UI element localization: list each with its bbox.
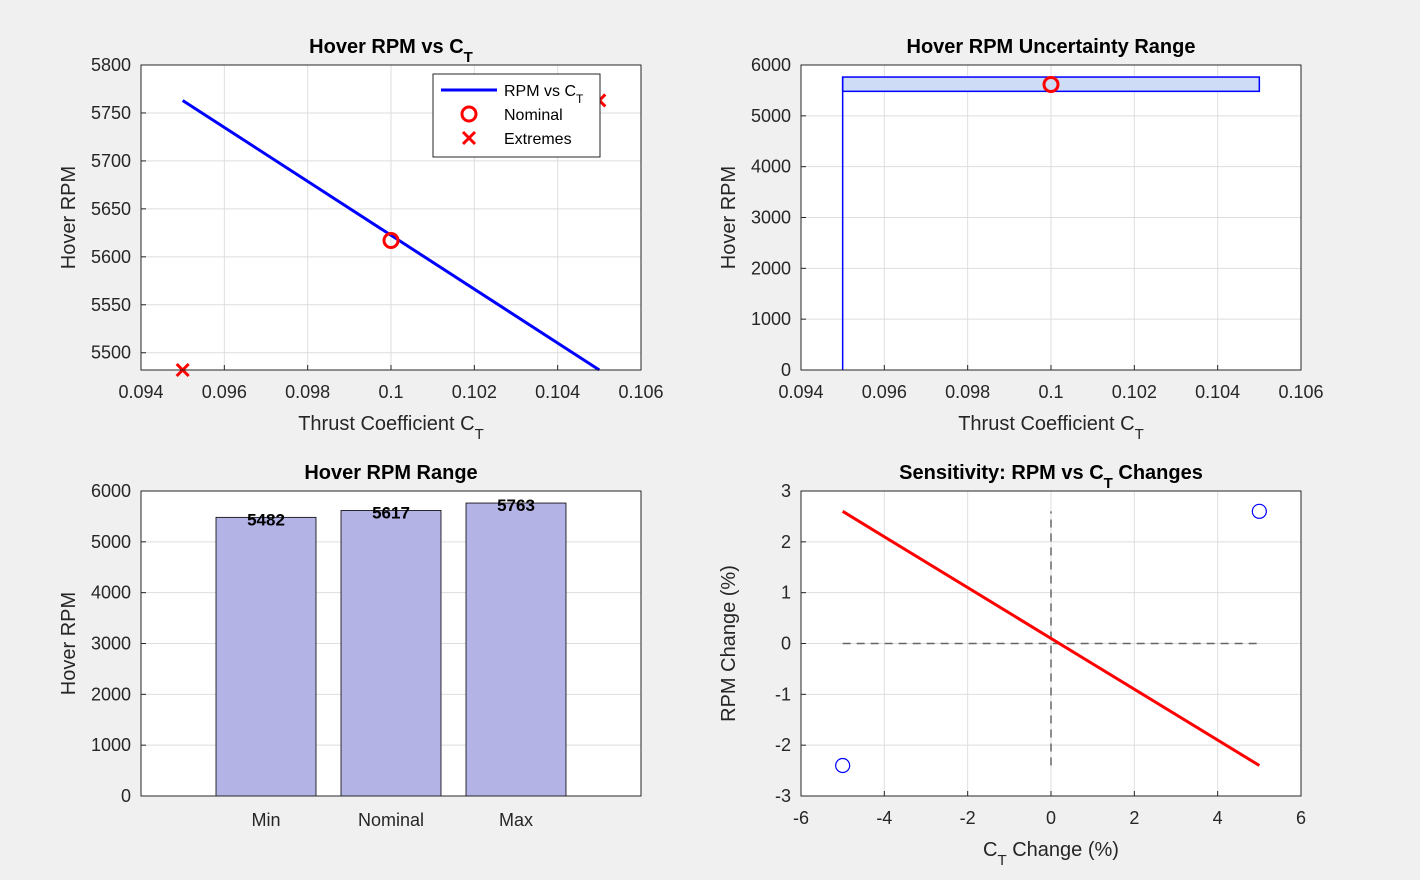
y-tick-label: 3 xyxy=(781,481,791,501)
x-tick-label: 2 xyxy=(1129,808,1139,828)
x-axis-label: Thrust Coefficient CT xyxy=(298,413,484,443)
y-tick-label: 6000 xyxy=(751,55,791,75)
y-tick-label: 5650 xyxy=(91,199,131,219)
bar xyxy=(215,516,317,797)
y-tick-label: 5600 xyxy=(91,247,131,267)
legend-circle-swatch xyxy=(460,105,478,123)
x-tick-label: 0.106 xyxy=(1278,382,1323,402)
y-tick-label: 5550 xyxy=(91,295,131,315)
bar-data-label: 5617 xyxy=(372,503,410,522)
x-tick-label: 0.098 xyxy=(945,382,990,402)
bar xyxy=(340,510,442,797)
x-tick-label: 0.102 xyxy=(452,382,497,402)
y-tick-label: -3 xyxy=(775,786,791,806)
y-axis-label: Hover RPM xyxy=(718,166,740,269)
y-tick-label: 5500 xyxy=(91,343,131,363)
y-tick-label: 5800 xyxy=(91,55,131,75)
chart-p1: 0.094 0.096 0.098 0.1 0.102 0.104 0.106 5500 555… xyxy=(58,36,664,443)
chart-title: Hover RPM vs CT xyxy=(309,36,473,66)
chart-p3: 5482 Min 5617 Nominal 5763 Max 0 1000 2000 3000 40… xyxy=(58,462,642,830)
chart-p2: 0.094 0.096 0.098 0.1 0.102 0.104 0.106 0 1000 20… xyxy=(718,36,1324,443)
series-line xyxy=(181,99,601,372)
y-tick-label: 1000 xyxy=(751,309,791,329)
legend-x-swatch xyxy=(461,130,477,146)
nominal-marker xyxy=(382,232,400,250)
bar-data-label: 5763 xyxy=(497,496,535,515)
y-tick-label: 5000 xyxy=(751,106,791,126)
x-tick-label: Nominal xyxy=(358,810,424,830)
x-axis-label: Thrust Coefficient CT xyxy=(958,413,1144,443)
x-tick-label: Min xyxy=(251,810,280,830)
point-marker xyxy=(1251,503,1267,519)
x-tick-label: 6 xyxy=(1296,808,1306,828)
bar xyxy=(465,502,567,797)
y-axis-label: Hover RPM xyxy=(58,166,80,269)
x-tick-label: 0.096 xyxy=(862,382,907,402)
y-tick-label: 1 xyxy=(781,583,791,603)
x-tick-label: 0.094 xyxy=(118,382,163,402)
y-tick-label: 4000 xyxy=(751,157,791,177)
x-tick-label: Max xyxy=(499,810,533,830)
y-tick-label: 3000 xyxy=(91,634,131,654)
y-tick-label: 5700 xyxy=(91,151,131,171)
uncertainty-band xyxy=(841,76,1261,93)
series-line xyxy=(841,510,1261,767)
y-tick-label: 6000 xyxy=(91,481,131,501)
x-tick-label: 0.1 xyxy=(1038,382,1063,402)
legend-entry: Extremes xyxy=(504,131,572,148)
x-tick-label: 0.102 xyxy=(1112,382,1157,402)
x-tick-label: 0.104 xyxy=(535,382,580,402)
y-tick-label: 3000 xyxy=(751,208,791,228)
legend-entry: RPM vs CT xyxy=(504,83,584,106)
x-tick-label: 0.096 xyxy=(202,382,247,402)
x-tick-label: 0.106 xyxy=(618,382,663,402)
x-tick-label: 0.104 xyxy=(1195,382,1240,402)
x-tick-label: 0.094 xyxy=(778,382,823,402)
x-axis-label: CT Change (%) xyxy=(983,839,1119,869)
y-axis-label: RPM Change (%) xyxy=(718,565,740,722)
y-tick-label: 0 xyxy=(781,360,791,380)
x-tick-label: -2 xyxy=(960,808,976,828)
x-tick-label: -6 xyxy=(793,808,809,828)
legend-entry: Nominal xyxy=(504,107,563,124)
x-tick-label: 4 xyxy=(1213,808,1223,828)
y-tick-label: 5750 xyxy=(91,103,131,123)
y-tick-label: -2 xyxy=(775,735,791,755)
x-tick-label: 0.1 xyxy=(378,382,403,402)
y-tick-label: 1000 xyxy=(91,735,131,755)
bar-data-label: 5482 xyxy=(247,510,285,529)
nominal-marker xyxy=(1042,75,1060,93)
y-tick-label: 4000 xyxy=(91,583,131,603)
point-marker xyxy=(835,757,851,774)
y-tick-label: 2000 xyxy=(91,684,131,704)
y-tick-label: 5000 xyxy=(91,532,131,552)
y-tick-label: 0 xyxy=(121,786,131,806)
y-tick-label: -1 xyxy=(775,684,791,704)
chart-p4: -6 -4 -2 0 2 4 6 -3 -2 -1 0 1 2 3 Sensitivity: RPM vs … xyxy=(718,462,1306,869)
chart-title: Sensitivity: RPM vs CT Changes xyxy=(899,462,1203,492)
y-axis-label: Hover RPM xyxy=(58,592,80,695)
x-tick-label: 0 xyxy=(1046,808,1056,828)
y-tick-label: 2 xyxy=(781,532,791,552)
chart-title: Hover RPM Range xyxy=(304,462,477,484)
x-tick-label: -4 xyxy=(876,808,892,828)
y-tick-label: 2000 xyxy=(751,258,791,278)
y-tick-label: 0 xyxy=(781,634,791,654)
x-tick-label: 0.098 xyxy=(285,382,330,402)
chart-title: Hover RPM Uncertainty Range xyxy=(907,36,1196,58)
